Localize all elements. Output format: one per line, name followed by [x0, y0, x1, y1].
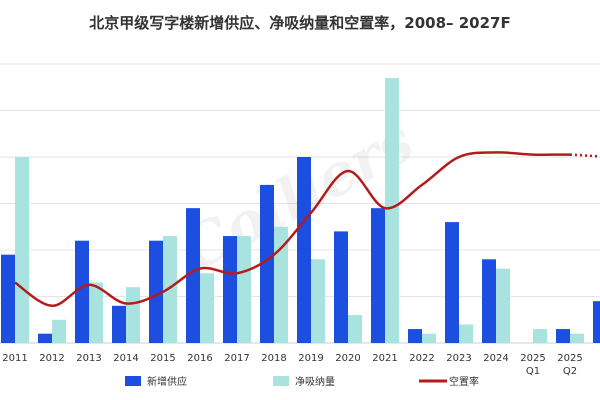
legend: 新增供应 净吸纳量 空置率 [125, 375, 479, 388]
bar-net-absorption [274, 226, 288, 343]
bar-new-supply [38, 333, 52, 343]
bar-new-supply [260, 184, 274, 343]
bar-new-supply [408, 329, 422, 343]
bar-new-supply [1, 254, 15, 343]
bar-new-supply [186, 208, 200, 343]
x-axis: 2011 2012 2013 2014 2015 2016 2017 2018 2019 2020… [2, 353, 582, 377]
bar-net-absorption [52, 319, 66, 343]
bar-new-supply [334, 231, 348, 343]
legend-label: 净吸纳量 [295, 375, 335, 388]
bar-net-absorption [348, 315, 362, 343]
bar-net-absorption [163, 236, 177, 343]
bar-net-absorption [422, 333, 436, 343]
legend-label: 新增供应 [147, 375, 187, 388]
bar-new-supply [149, 240, 163, 343]
bar-new-supply [556, 329, 570, 343]
legend-swatch [125, 376, 141, 386]
x-tick-label: 2024 [483, 353, 508, 364]
x-tick-label: 2017 [224, 353, 249, 364]
x-tick-label: 2025 Q1 [520, 353, 545, 377]
bar-net-absorption [311, 259, 325, 343]
bar-net-absorption [126, 287, 140, 343]
x-tick-label: 2025 Q2 [557, 353, 582, 377]
vacancy-line [14, 151, 600, 308]
bar-net-absorption [570, 333, 584, 343]
bar-net-absorption [15, 157, 29, 343]
bar-new-supply [593, 301, 600, 343]
vacancy-line-forecast [569, 153, 600, 158]
bar-net-absorption [533, 329, 547, 343]
x-tick-label: 2020 [335, 353, 360, 364]
bar-net-absorption [237, 236, 251, 343]
bars [1, 77, 600, 343]
bar-new-supply [445, 222, 459, 343]
bar-new-supply [297, 157, 311, 343]
x-tick-label: 2021 [372, 353, 397, 364]
x-tick-label: 2015 [150, 353, 175, 364]
chart-title: 北京甲级写字楼新增供应、净吸纳量和空置率，2008– 2027F [89, 14, 511, 32]
x-tick-label: 2011 [2, 353, 27, 364]
x-tick-label: 2016 [187, 353, 212, 364]
bar-net-absorption [496, 268, 510, 343]
bar-net-absorption [200, 273, 214, 343]
bar-net-absorption [385, 77, 399, 343]
bar-net-absorption [459, 324, 473, 343]
legend-label: 空置率 [449, 375, 479, 388]
bar-new-supply [371, 208, 385, 343]
bar-new-supply [482, 259, 496, 343]
bar-new-supply [112, 305, 126, 343]
x-tick-label: 2023 [446, 353, 471, 364]
bar-new-supply [223, 236, 237, 343]
x-tick-label: 2014 [113, 353, 138, 364]
bar-net-absorption [89, 282, 103, 343]
x-tick-label: 2022 [409, 353, 434, 364]
x-tick-label: 2013 [76, 353, 101, 364]
legend-swatch [273, 376, 289, 386]
x-tick-label: 2012 [39, 353, 64, 364]
vacancy-line-actual [14, 151, 571, 308]
x-tick-label: 2018 [261, 353, 286, 364]
bar-new-supply [75, 240, 89, 343]
x-tick-label: 2019 [298, 353, 323, 364]
